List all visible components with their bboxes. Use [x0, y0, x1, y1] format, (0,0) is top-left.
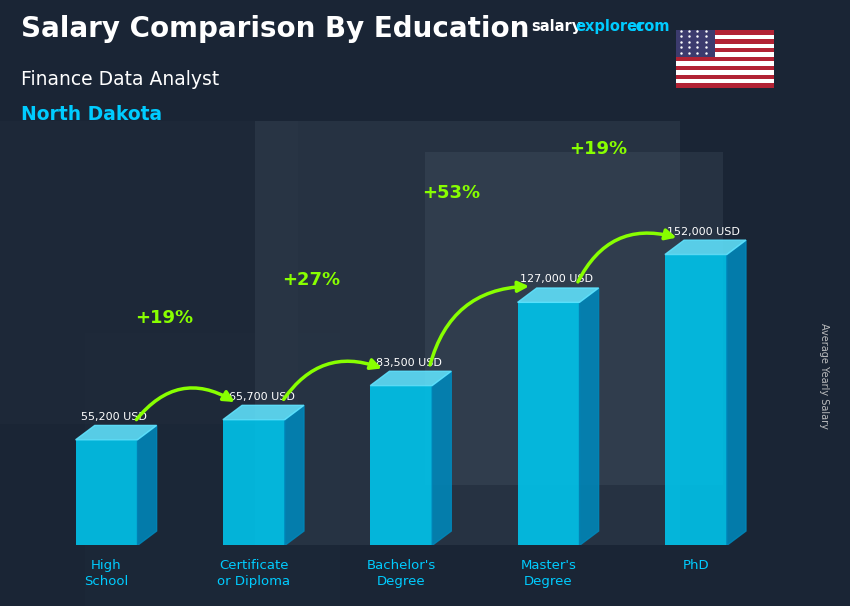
- Bar: [676, 57, 774, 61]
- Text: Average Yearly Salary: Average Yearly Salary: [819, 323, 829, 428]
- Text: +19%: +19%: [570, 140, 627, 158]
- Polygon shape: [371, 371, 451, 385]
- Text: +19%: +19%: [135, 309, 193, 327]
- Bar: [676, 30, 774, 35]
- Text: Finance Data Analyst: Finance Data Analyst: [21, 70, 219, 88]
- Bar: [425, 152, 722, 485]
- Bar: [676, 70, 774, 75]
- Text: 55,200 USD: 55,200 USD: [82, 411, 147, 422]
- Text: North Dakota: North Dakota: [21, 105, 162, 124]
- Polygon shape: [223, 405, 304, 420]
- Text: explorer: explorer: [575, 19, 645, 35]
- Polygon shape: [580, 288, 598, 545]
- Bar: [85, 333, 340, 606]
- Text: 65,700 USD: 65,700 USD: [229, 391, 294, 402]
- Text: Salary Comparison By Education: Salary Comparison By Education: [21, 15, 530, 43]
- FancyArrowPatch shape: [430, 282, 525, 365]
- Polygon shape: [138, 425, 156, 545]
- Text: 152,000 USD: 152,000 USD: [667, 227, 740, 236]
- Bar: [0, 121, 298, 424]
- Polygon shape: [285, 405, 304, 545]
- Bar: [665, 255, 727, 545]
- Text: 83,500 USD: 83,500 USD: [376, 358, 442, 368]
- Bar: [676, 75, 774, 79]
- Bar: [676, 35, 774, 39]
- FancyArrowPatch shape: [284, 360, 378, 399]
- Bar: [676, 44, 774, 48]
- Bar: [676, 65, 774, 70]
- Text: +27%: +27%: [282, 271, 340, 289]
- Polygon shape: [76, 425, 156, 440]
- Polygon shape: [665, 240, 746, 255]
- Polygon shape: [727, 240, 746, 545]
- Text: +53%: +53%: [422, 184, 480, 202]
- FancyArrowPatch shape: [578, 230, 673, 282]
- Bar: [676, 53, 774, 57]
- Polygon shape: [432, 371, 451, 545]
- Text: 127,000 USD: 127,000 USD: [519, 275, 592, 284]
- Bar: [676, 79, 774, 84]
- Bar: [676, 39, 774, 44]
- Bar: [676, 48, 774, 53]
- Bar: [371, 385, 432, 545]
- Bar: [76, 440, 138, 545]
- Text: salary: salary: [531, 19, 581, 35]
- Bar: [255, 121, 680, 545]
- Bar: [676, 61, 774, 65]
- Bar: [223, 420, 285, 545]
- Bar: [676, 84, 774, 88]
- Bar: [676, 30, 715, 57]
- FancyArrowPatch shape: [136, 388, 231, 419]
- Text: .com: .com: [631, 19, 670, 35]
- Polygon shape: [518, 288, 598, 302]
- Bar: [518, 302, 580, 545]
